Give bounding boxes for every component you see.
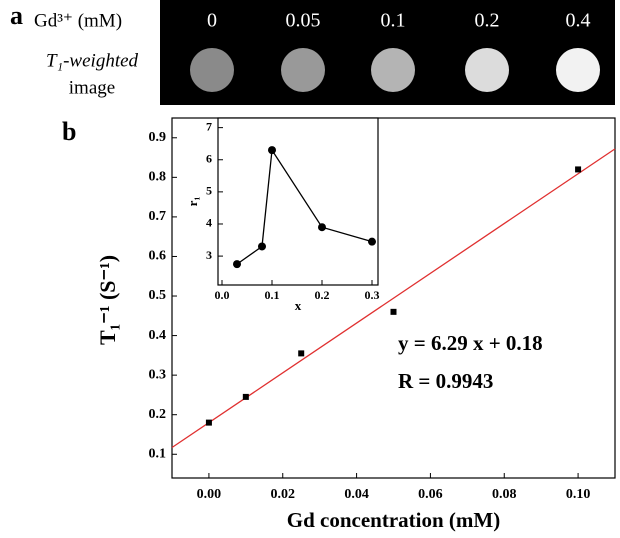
figure: a Gd³⁺ (mM) T₁-weighted image b 00.050.1… (0, 0, 620, 538)
y-axis-label: T₁⁻¹ (S⁻¹) (95, 255, 120, 345)
x-tick-label: 0.08 (492, 487, 517, 502)
data-point (298, 350, 304, 356)
y-tick-label: 0.3 (149, 367, 167, 382)
row-title: Gd³⁺ (mM) (34, 10, 122, 31)
x-tick-label: 0.2 (315, 288, 330, 302)
concentration-label: 0 (207, 10, 217, 32)
concentration-label: 0.2 (475, 10, 500, 32)
x-tick-label: 0.0 (215, 288, 230, 302)
y-tick-label: 4 (206, 216, 212, 230)
y-tick-label: 6 (206, 152, 212, 166)
y-tick-label: 7 (206, 119, 212, 133)
data-point (233, 260, 241, 268)
y-tick-label: 0.8 (149, 170, 167, 185)
y-tick-label: 0.9 (149, 130, 167, 145)
data-point (243, 394, 249, 400)
panel-label: b (62, 117, 76, 146)
x-tick-label: 0.04 (344, 487, 369, 502)
y-tick-label: 0.7 (149, 209, 167, 224)
data-point (368, 238, 376, 246)
y-tick-label: 0.2 (149, 407, 167, 422)
annotation: y = 6.29 x + 0.18 (398, 331, 543, 355)
panel-label: a (10, 1, 23, 30)
data-point (268, 146, 276, 154)
x-tick-label: 0.00 (197, 487, 222, 502)
x-tick-label: 0.06 (418, 487, 443, 502)
concentration-label: 0.05 (286, 10, 321, 32)
sample-image (465, 48, 509, 92)
x-tick-label: 0.3 (365, 288, 380, 302)
caption: T₁-weighted (46, 50, 139, 71)
x-tick-label: 0.1 (265, 288, 280, 302)
x-tick-label: 0.02 (271, 487, 296, 502)
y-tick-label: 3 (206, 248, 212, 262)
data-point (318, 223, 326, 231)
y-tick-label: 0.6 (149, 249, 167, 264)
y-tick-label: 0.5 (149, 288, 167, 303)
data-point (258, 242, 266, 250)
concentration-label: 0.4 (566, 10, 591, 32)
y-tick-label: 0.1 (149, 446, 167, 461)
x-axis-label: Gd concentration (mM) (287, 508, 500, 532)
sample-image (371, 48, 415, 92)
caption: image (69, 77, 115, 98)
data-point (206, 420, 212, 426)
y-tick-label: 0.4 (149, 328, 167, 343)
data-point (391, 309, 397, 315)
sample-image (281, 48, 325, 92)
x-tick-label: 0.10 (566, 487, 591, 502)
annotation: R = 0.9943 (398, 369, 493, 393)
sample-image (190, 48, 234, 92)
y-tick-label: 5 (206, 184, 212, 198)
sample-image (556, 48, 600, 92)
y-axis-label: r₁ (185, 197, 200, 207)
data-point (575, 166, 581, 172)
x-axis-label: x (295, 298, 302, 313)
concentration-label: 0.1 (381, 10, 406, 32)
